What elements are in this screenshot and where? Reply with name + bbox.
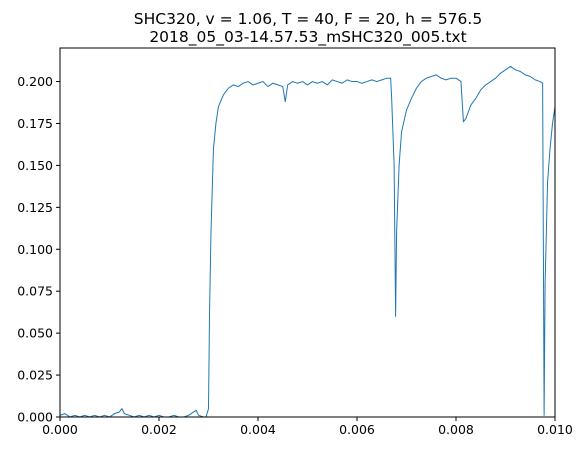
x-tick-label: 0.000: [42, 422, 78, 437]
series-line-0: [60, 65, 555, 417]
y-tick-label: 0.000: [17, 410, 53, 425]
x-tick-label: 0.004: [240, 422, 276, 437]
plot-frame: [59, 47, 556, 418]
y-tick-label: 0.150: [17, 158, 53, 173]
y-tick-label: 0.200: [17, 74, 53, 89]
data-series-layer: [60, 65, 555, 417]
y-tick-label: 0.025: [17, 368, 53, 383]
x-tick-label: 0.010: [537, 422, 573, 437]
chart-title-line2: 2018_05_03-14.57.53_mSHC320_005.txt: [149, 28, 466, 47]
x-tick-label: 0.008: [438, 422, 474, 437]
x-tick-label: 0.006: [339, 422, 375, 437]
y-tick-label: 0.075: [17, 284, 53, 299]
axes-layer: 0.000 0.002 0.004 0.006 0.008 0.010 0.000 0.025…: [17, 47, 573, 437]
y-tick-label: 0.050: [17, 326, 53, 341]
y-tick-label: 0.175: [17, 116, 53, 131]
x-tick-label: 0.002: [141, 422, 177, 437]
y-tick-label: 0.125: [17, 200, 53, 215]
y-tick-label: 0.100: [17, 242, 53, 257]
chart-title-line1: SHC320, v = 1.06, T = 40, F = 20, h = 57…: [134, 10, 482, 28]
